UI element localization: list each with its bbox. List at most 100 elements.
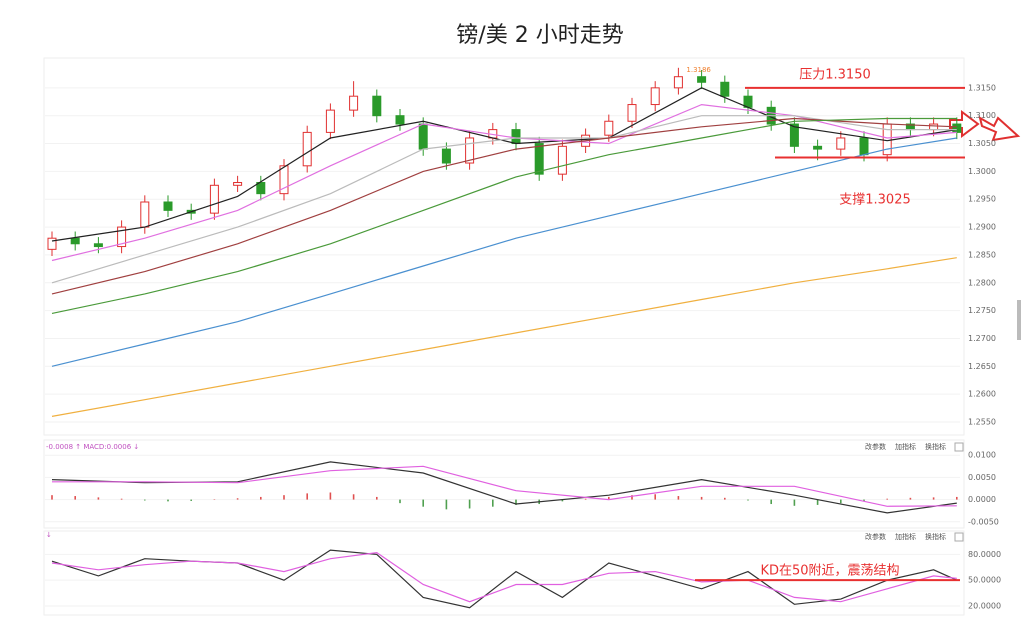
toolbar-button[interactable]: 换指标 — [925, 532, 946, 541]
candle-body — [511, 129, 521, 145]
y-tick-label: 1.2600 — [968, 390, 996, 399]
macd-bar — [816, 499, 819, 505]
macd-bar — [445, 499, 448, 510]
macd-bar — [167, 499, 169, 502]
panel-close[interactable] — [954, 532, 964, 542]
annotation-text: 支撑1.3025 — [839, 193, 911, 208]
macd-bar — [631, 495, 633, 500]
y-tick-label: 20.0000 — [968, 601, 1001, 610]
y-tick-label: 1.2800 — [968, 278, 996, 287]
line-series — [51, 137, 957, 367]
y-tick-label: 1.2900 — [968, 223, 996, 232]
macd-bar — [561, 499, 564, 502]
macd-bar — [329, 492, 332, 500]
macd-bar — [747, 499, 749, 501]
panel-header: ↓ — [46, 531, 52, 539]
y-tick-label: 1.3100 — [968, 111, 996, 120]
panel-header: -0.0008 ↑ MACD:0.0006 ↓ — [46, 443, 139, 451]
candle-body — [534, 143, 544, 175]
macd-bar — [144, 499, 146, 501]
panel-close[interactable] — [954, 442, 964, 452]
trend-arrows — [949, 110, 1021, 142]
y-tick-label: 1.2950 — [968, 195, 996, 204]
candle-body — [859, 137, 869, 156]
candle-body — [163, 201, 173, 211]
candle-body — [557, 145, 567, 175]
candle-body — [117, 226, 127, 248]
arrow — [949, 110, 980, 138]
macd-bar — [399, 499, 401, 504]
macd-bar — [51, 495, 53, 500]
candle-body — [395, 115, 405, 125]
macd-bar — [306, 493, 308, 500]
candle-body — [836, 137, 846, 150]
scrollbar — [1017, 300, 1021, 340]
macd-bar — [376, 496, 378, 500]
macd-bar — [654, 494, 656, 500]
macd-bar — [190, 499, 192, 501]
candle-body — [952, 123, 962, 133]
macd-bar — [260, 496, 262, 500]
candle-body — [418, 123, 428, 150]
main-panel — [43, 57, 965, 436]
macd-bar — [724, 497, 726, 500]
y-tick-label: 0.0050 — [968, 473, 996, 482]
y-tick-label: 1.3150 — [968, 83, 996, 92]
title: 镑/美 2 小时走势 — [456, 23, 623, 48]
candle-body — [604, 120, 614, 136]
toolbar-button[interactable]: 改参数 — [865, 442, 886, 451]
candle-body — [70, 237, 80, 245]
annotation-text: 压力1.3150 — [799, 68, 871, 83]
macd-bar — [120, 498, 123, 500]
candle-body — [789, 123, 799, 147]
y-tick-label: 1.2850 — [968, 250, 996, 259]
peak-label: 1.3186 — [686, 66, 711, 74]
y-tick-label: 1.2700 — [968, 334, 996, 343]
macd-bar — [956, 496, 958, 500]
arrow — [978, 115, 1021, 142]
macd-bar — [236, 498, 239, 500]
candle-body — [302, 131, 312, 167]
line-series — [51, 551, 957, 603]
candle-body — [256, 182, 266, 195]
kd-panel — [43, 530, 965, 616]
macd-bar — [515, 499, 517, 505]
macd-bar — [770, 499, 772, 505]
y-tick-label: 1.2650 — [968, 362, 996, 371]
candle-body — [349, 95, 359, 111]
toolbar-button[interactable]: 改参数 — [865, 532, 886, 541]
macd-bar — [608, 496, 610, 500]
candle-body — [47, 237, 57, 250]
macd-bar — [97, 497, 100, 500]
y-tick-label: 1.3050 — [968, 139, 996, 148]
macd-bar — [584, 498, 587, 500]
y-tick-label: 1.3000 — [968, 167, 996, 176]
candle-body — [673, 76, 683, 89]
candle-body — [697, 76, 707, 83]
toolbar-button[interactable]: 加指标 — [895, 532, 916, 541]
y-tick-label: 80.0000 — [968, 550, 1001, 559]
macd-bar — [886, 498, 888, 500]
line-series — [51, 117, 957, 314]
macd-bar — [909, 497, 912, 500]
candle-body — [140, 201, 150, 228]
candle-body — [720, 81, 730, 97]
y-tick-label: 0.0100 — [968, 451, 996, 460]
macd-panel — [43, 439, 965, 529]
candle-body — [627, 104, 637, 122]
candle-body — [279, 165, 289, 195]
candle-body — [650, 87, 660, 106]
macd-bar — [840, 499, 842, 504]
line-series — [52, 465, 957, 507]
toolbar-button[interactable]: 换指标 — [925, 442, 946, 451]
macd-bar — [492, 499, 494, 507]
candle-body — [325, 109, 335, 133]
candle-body — [209, 184, 219, 214]
toolbar-button[interactable]: 加指标 — [895, 442, 916, 451]
macd-bar — [863, 499, 865, 502]
y-tick-label: 0.0000 — [968, 495, 996, 504]
line-series — [51, 257, 957, 417]
